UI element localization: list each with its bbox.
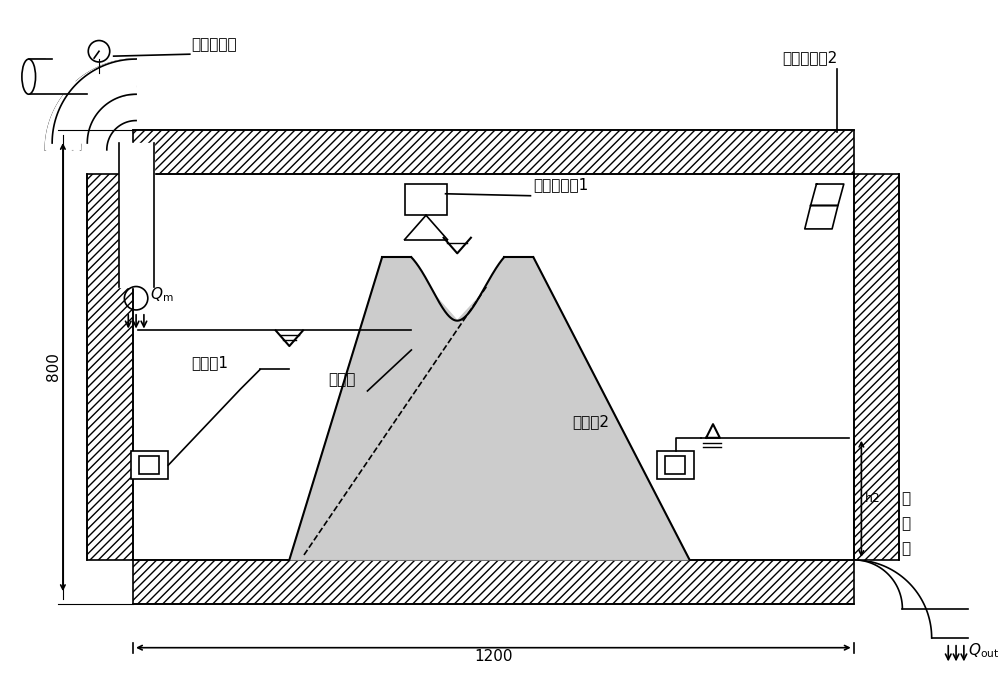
- Polygon shape: [289, 257, 690, 560]
- Text: 1200: 1200: [474, 650, 513, 664]
- Text: 数码摄像头1: 数码摄像头1: [533, 177, 589, 192]
- Text: 水位计2: 水位计2: [572, 414, 609, 429]
- Polygon shape: [45, 59, 136, 150]
- Polygon shape: [73, 86, 136, 150]
- Bar: [131, 452, 168, 479]
- Polygon shape: [29, 59, 87, 94]
- Bar: [665, 457, 685, 474]
- Polygon shape: [119, 143, 154, 286]
- Text: 管道流量计: 管道流量计: [192, 38, 237, 52]
- Text: $Q_{\rm m}$: $Q_{\rm m}$: [150, 285, 173, 304]
- Ellipse shape: [22, 59, 36, 94]
- Polygon shape: [52, 59, 136, 143]
- Polygon shape: [854, 560, 932, 638]
- Bar: [139, 457, 159, 474]
- Polygon shape: [811, 184, 844, 206]
- Polygon shape: [31, 59, 45, 94]
- Bar: [854, 174, 899, 560]
- Text: 溃决面: 溃决面: [328, 372, 356, 387]
- Polygon shape: [805, 206, 838, 229]
- Bar: [87, 174, 133, 560]
- Bar: [405, 184, 447, 215]
- Text: 800: 800: [46, 353, 61, 381]
- Bar: [657, 452, 694, 479]
- Text: 矩
形
堰: 矩 形 堰: [901, 491, 911, 556]
- Bar: [133, 560, 854, 604]
- Text: $Q_{\rm out}$: $Q_{\rm out}$: [968, 641, 999, 660]
- Bar: [133, 130, 854, 174]
- Polygon shape: [45, 59, 136, 150]
- Text: h2: h2: [865, 492, 881, 505]
- Text: 数码摄像头2: 数码摄像头2: [782, 50, 838, 65]
- Text: 水位计1: 水位计1: [192, 355, 229, 371]
